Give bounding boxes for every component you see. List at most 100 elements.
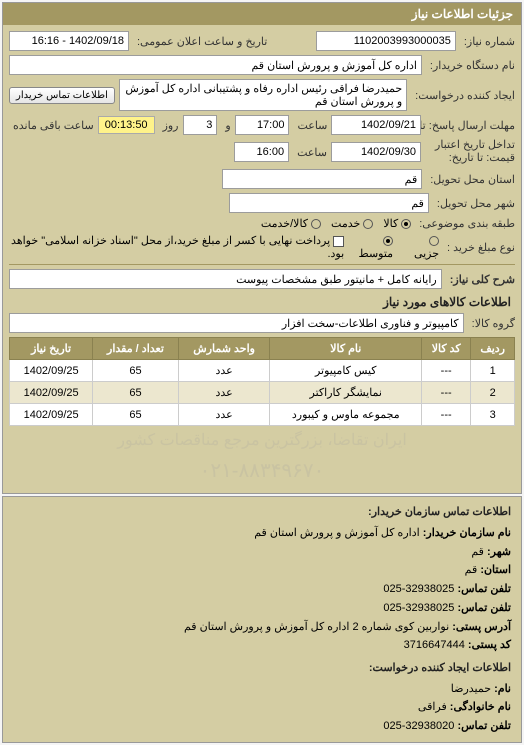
- c-post-lbl: کد پستی:: [468, 639, 511, 651]
- row-buy-mode: نوع مبلغ خرید : جزیی متوسط پرداخت نهایی …: [9, 234, 515, 260]
- c-post-val: 3716647444: [404, 639, 465, 651]
- col-code: کد کالا: [422, 338, 471, 360]
- contact-title-1: اطلاعات تماس سازمان خریدار:: [13, 503, 511, 522]
- divider: [9, 264, 515, 265]
- table-row[interactable]: 3---مجموعه ماوس و کیبوردعدد651402/09/25: [10, 404, 515, 426]
- table-cell: مجموعه ماوس و کیبورد: [270, 404, 422, 426]
- col-name: نام کالا: [270, 338, 422, 360]
- remain-lbl: ساعت باقی مانده: [9, 119, 94, 132]
- table-cell: 65: [93, 382, 179, 404]
- city-field[interactable]: قم: [229, 193, 429, 213]
- c-lname-lbl: نام خانوادگی:: [450, 701, 511, 713]
- table-cell: 1402/09/25: [10, 404, 93, 426]
- radio-service-label: خدمت: [331, 218, 360, 230]
- watermark-text-2: ۰۲۱-۸۸۳۴۹۶۷۰: [9, 454, 515, 487]
- c-org-val: اداره کل آموزش و پرورش استان قم: [254, 527, 419, 539]
- table-cell: ---: [422, 404, 471, 426]
- radio-goods-label: کالا: [383, 218, 398, 230]
- and-lbl: و: [221, 119, 230, 132]
- radio-goods[interactable]: کالا: [383, 217, 411, 230]
- c-fname-val: حمیدرضا: [451, 683, 491, 695]
- creator-field: حمیدرضا فراقی رئیس اداره رفاه و پشتیبانی…: [119, 79, 407, 111]
- need-no-field: 1102003993000035: [316, 31, 456, 51]
- city-label: شهر محل تحویل:: [433, 197, 515, 210]
- need-desc-label: شرح کلی نیاز:: [446, 273, 515, 286]
- c-fname-lbl: نام:: [494, 683, 511, 695]
- days-field: 3: [183, 115, 218, 135]
- c-city-lbl: شهر:: [487, 546, 511, 558]
- row-response-deadline: مهلت ارسال پاسخ: تا 1402/09/21 ساعت 17:0…: [9, 115, 515, 135]
- buyer-contact-button[interactable]: اطلاعات تماس خریدار: [9, 87, 115, 104]
- table-row[interactable]: 2---نمایشگر کاراکترعدد651402/09/25: [10, 382, 515, 404]
- radio-medium-label: متوسط: [359, 248, 394, 260]
- need-no-label: شماره نیاز:: [460, 35, 515, 48]
- buyer-org-label: نام دستگاه خریدار:: [426, 59, 515, 72]
- row-need-no: شماره نیاز: 1102003993000035 تاریخ و ساع…: [9, 31, 515, 51]
- table-cell: کیس کامپیوتر: [270, 360, 422, 382]
- c-fax-val: 32938025-025: [383, 602, 454, 614]
- classification-radio-group: کالا خدمت کالا/خدمت: [261, 217, 411, 230]
- table-cell: عدد: [178, 404, 270, 426]
- watermark-text-1: ایران تقاضا، بزرگترین مرجع مناقصات کشور: [9, 426, 515, 454]
- table-cell: عدد: [178, 360, 270, 382]
- table-cell: ---: [422, 360, 471, 382]
- goods-table: ردیف کد کالا نام کالا واحد شمارش تعداد /…: [9, 337, 515, 426]
- valid-to-date-field[interactable]: 1402/09/30: [331, 142, 421, 162]
- contact-block: اطلاعات تماس سازمان خریدار: نام سازمان خ…: [2, 496, 522, 742]
- radio-dot-icon: [429, 236, 439, 246]
- radio-service[interactable]: خدمت: [331, 217, 373, 230]
- treasury-checkbox[interactable]: پرداخت نهایی با کسر از مبلغ خرید،از محل …: [9, 234, 344, 260]
- col-qty: تعداد / مقدار: [93, 338, 179, 360]
- c-tel-lbl: تلفن تماس:: [457, 583, 511, 595]
- buy-mode-radio-group: جزیی متوسط: [348, 235, 439, 260]
- announce-label: تاریخ و ساعت اعلان عمومی:: [133, 35, 267, 48]
- table-cell: 3: [471, 404, 515, 426]
- resp-date-field[interactable]: 1402/09/21: [331, 115, 421, 135]
- goods-group-label: گروه کالا:: [468, 317, 515, 330]
- radio-both[interactable]: کالا/خدمت: [261, 217, 321, 230]
- c-prov-val: قم: [465, 564, 478, 576]
- row-buyer-org: نام دستگاه خریدار: اداره کل آموزش و پرور…: [9, 55, 515, 75]
- resp-time-field[interactable]: 17:00: [235, 115, 290, 135]
- col-unit: واحد شمارش: [178, 338, 270, 360]
- table-cell: 1402/09/25: [10, 360, 93, 382]
- c-addr-val: نواربین کوی شماره 2 اداره کل آموزش و پرو…: [184, 621, 449, 633]
- province-field[interactable]: قم: [222, 169, 422, 189]
- valid-to-time-field[interactable]: 16:00: [234, 142, 289, 162]
- treasury-note: پرداخت نهایی با کسر از مبلغ خرید،از محل …: [11, 235, 344, 260]
- checkbox-icon: [333, 236, 344, 247]
- radio-medium[interactable]: متوسط: [348, 235, 393, 260]
- col-row: ردیف: [471, 338, 515, 360]
- table-cell: نمایشگر کاراکتر: [270, 382, 422, 404]
- c-ctel-lbl: تلفن تماس:: [457, 720, 511, 732]
- radio-both-label: کالا/خدمت: [261, 218, 308, 230]
- radio-partial[interactable]: جزیی: [403, 235, 439, 260]
- c-org-lbl: نام سازمان خریدار:: [423, 527, 511, 539]
- announce-field: 1402/09/18 - 16:16: [9, 31, 129, 51]
- row-valid-to: تداخل تاریخ اعتبار قیمت: تا تاریخ: 1402/…: [9, 139, 515, 165]
- c-fax-lbl: تلفن تماس:: [457, 602, 511, 614]
- row-creator: ایجاد کننده درخواست: حمیدرضا فراقی رئیس …: [9, 79, 515, 111]
- days-lbl: روز: [159, 119, 179, 132]
- table-cell: 1402/09/25: [10, 382, 93, 404]
- table-cell: عدد: [178, 382, 270, 404]
- radio-dot-icon: [311, 219, 321, 229]
- c-lname-val: فراقی: [418, 701, 447, 713]
- panel-title: جزئیات اطلاعات نیاز: [3, 3, 521, 25]
- buyer-org-field: اداره کل آموزش و پرورش استان قم: [9, 55, 422, 75]
- c-city-val: قم: [471, 546, 484, 558]
- row-city: شهر محل تحویل: قم: [9, 193, 515, 213]
- radio-dot-icon: [363, 219, 373, 229]
- contact-title-2: اطلاعات ایجاد کننده درخواست:: [13, 659, 511, 678]
- row-goods-group: گروه کالا: کامپیوتر و فناوری اطلاعات-سخت…: [9, 313, 515, 333]
- table-row[interactable]: 1---کیس کامپیوترعدد651402/09/25: [10, 360, 515, 382]
- goods-section-title: اطلاعات کالاهای مورد نیاز: [13, 295, 511, 309]
- form-body: شماره نیاز: 1102003993000035 تاریخ و ساع…: [3, 25, 521, 493]
- table-cell: 65: [93, 404, 179, 426]
- c-addr-lbl: آدرس پستی:: [452, 621, 511, 633]
- goods-group-field[interactable]: کامپیوتر و فناوری اطلاعات-سخت افزار: [9, 313, 464, 333]
- radio-partial-label: جزیی: [414, 248, 439, 260]
- c-tel-val: 32938025-025: [383, 583, 454, 595]
- resp-time-lbl: ساعت: [293, 119, 327, 132]
- radio-dot-icon: [383, 236, 393, 246]
